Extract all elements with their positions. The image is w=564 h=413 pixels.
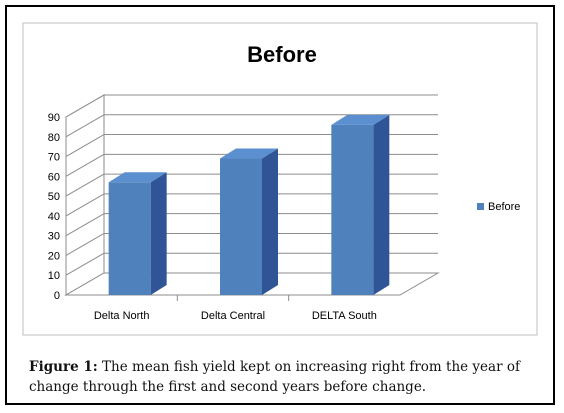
y-tick-label: 40 bbox=[48, 211, 60, 223]
gridline-side bbox=[65, 114, 105, 138]
y-tick-label: 30 bbox=[48, 231, 60, 243]
bar-side bbox=[373, 114, 390, 296]
chart: Before 0 10 20 30 40 50 60 70 80 90 Delta North Delt… bbox=[22, 22, 538, 336]
y-tick-label: 0 bbox=[54, 290, 60, 302]
x-tick-label: Delta North bbox=[94, 310, 150, 322]
gridline-side bbox=[65, 213, 105, 237]
bar bbox=[331, 114, 390, 296]
legend-swatch bbox=[477, 203, 484, 210]
bar-front bbox=[220, 158, 262, 295]
x-tick-label: DELTA South bbox=[312, 310, 377, 322]
bar-side bbox=[150, 172, 167, 295]
x-tick-label: Delta Central bbox=[201, 310, 265, 322]
y-tick-label: 60 bbox=[48, 171, 60, 183]
chart-title: Before bbox=[247, 42, 317, 67]
gridline-side bbox=[65, 252, 105, 276]
y-tick-label: 90 bbox=[48, 112, 60, 124]
bar-top bbox=[108, 172, 167, 183]
y-tick-label: 80 bbox=[48, 132, 60, 144]
legend-label: Before bbox=[488, 201, 520, 213]
bar-front bbox=[108, 182, 151, 295]
gridline-side bbox=[65, 173, 105, 197]
side-wall bbox=[65, 94, 105, 296]
gridline-side bbox=[65, 193, 105, 217]
y-tick-label: 50 bbox=[48, 191, 60, 203]
figure-frame: Before 0 10 20 30 40 50 60 70 80 90 Delta North Delt… bbox=[5, 5, 555, 405]
bar-top bbox=[331, 114, 390, 125]
bar bbox=[108, 172, 167, 295]
gridline-side bbox=[65, 153, 105, 177]
caption-text: The mean fish yield kept on increasing r… bbox=[29, 359, 520, 395]
bar-side bbox=[262, 148, 278, 295]
caption-label: Figure 1: bbox=[29, 359, 98, 375]
gridline-side bbox=[65, 134, 105, 157]
gridline-side bbox=[65, 233, 105, 256]
bar-front bbox=[331, 124, 374, 296]
figure-caption: Figure 1: The mean fish yield kept on in… bbox=[29, 357, 549, 397]
bar-top bbox=[220, 148, 278, 159]
y-tick-label: 10 bbox=[48, 270, 60, 282]
gridline-side bbox=[65, 94, 105, 118]
y-tick-label: 20 bbox=[48, 250, 60, 262]
y-tick-label: 70 bbox=[48, 152, 60, 164]
bar bbox=[220, 148, 278, 295]
